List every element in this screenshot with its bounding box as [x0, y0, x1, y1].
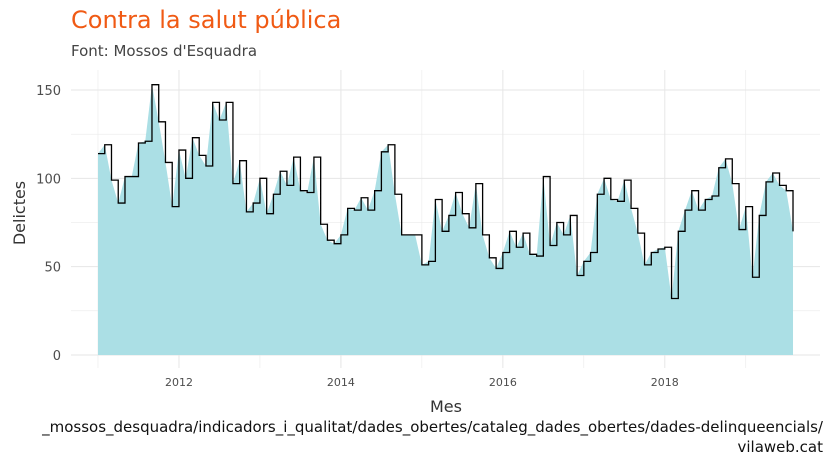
area-series: [97, 84, 794, 355]
x-axis-label: Mes: [430, 397, 462, 416]
step-line: [97, 84, 794, 300]
y-tick-label: 0: [53, 349, 61, 364]
y-tick-label: 150: [36, 84, 61, 99]
chart-title: Contra la salut pública: [71, 6, 342, 34]
y-tick-label: 100: [36, 172, 61, 187]
chart-subtitle: Font: Mossos d'Esquadra: [71, 42, 258, 60]
y-axis-label: Delictes: [10, 181, 29, 245]
y-tick-labels: 0 50 100 150: [36, 84, 61, 364]
area-fill: [97, 84, 794, 355]
x-tick-label: 2016: [489, 376, 517, 389]
x-tick-label: 2014: [327, 376, 355, 389]
source-site: vilaweb.cat: [737, 438, 823, 456]
step-line-series: [97, 84, 794, 300]
x-tick-label: 2012: [165, 376, 193, 389]
x-tick-labels: 2012 2014 2016 2018: [165, 376, 679, 389]
y-tick-label: 50: [44, 261, 61, 276]
source-url: _mossos_desquadra/indicadors_i_qualitat/…: [42, 418, 823, 436]
x-tick-label: 2018: [651, 376, 679, 389]
